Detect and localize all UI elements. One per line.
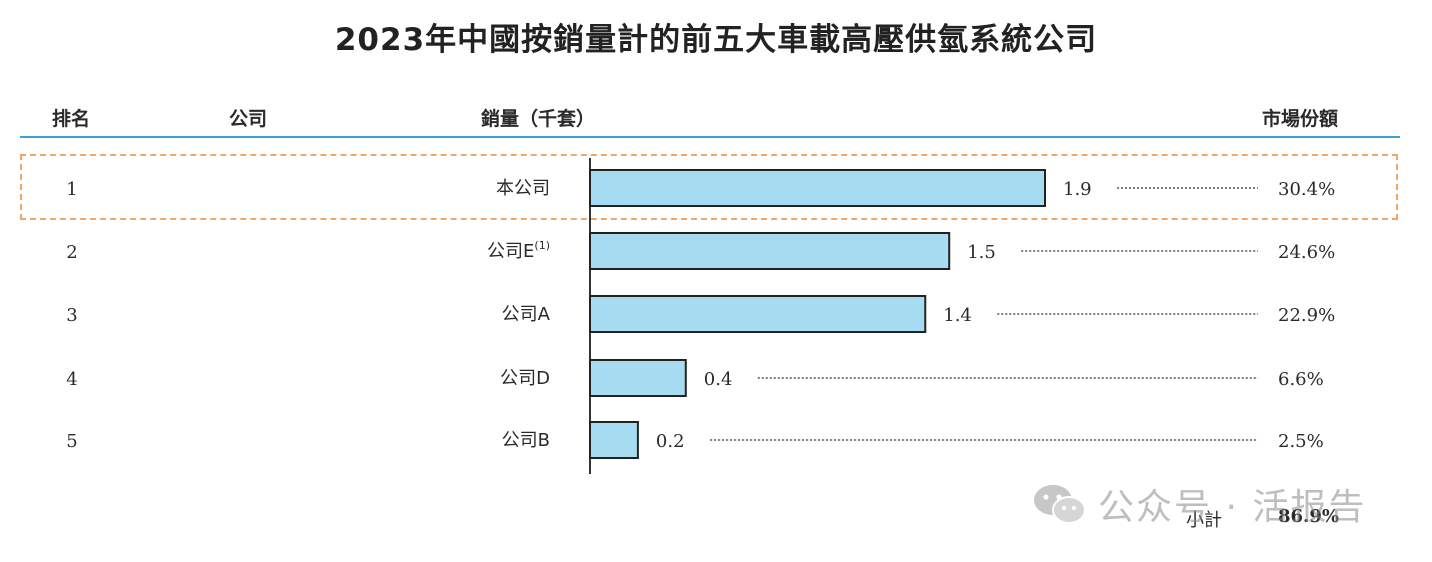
watermark-text: 公众号 · 活报告 (1098, 487, 1367, 528)
header-company: 公司 (229, 108, 268, 130)
rank-label: 5 (66, 431, 77, 452)
bar (589, 232, 951, 270)
rank-label: 2 (66, 242, 77, 263)
bar (589, 359, 687, 397)
company-label: 本公司 (496, 178, 550, 199)
subtotal-value: 86.9% (1278, 506, 1339, 527)
value-label: 1.4 (943, 305, 972, 326)
rank-label: 1 (66, 179, 77, 200)
watermark: 公众号 · 活报告 (1032, 478, 1366, 530)
highlight-box (20, 154, 1398, 220)
chart-title: 2023年中國按銷量計的前五大車載高壓供氫系統公司 (334, 22, 1098, 58)
company-label: 公司E(1) (487, 239, 550, 262)
value-label: 1.5 (967, 242, 996, 263)
bar (589, 421, 639, 459)
share-label: 22.9% (1278, 305, 1335, 326)
bar (589, 295, 927, 333)
header-rule (20, 136, 1400, 138)
bar (589, 169, 1046, 207)
share-label: 6.6% (1278, 369, 1324, 390)
wechat-icon (1034, 485, 1086, 524)
rank-label: 3 (66, 305, 77, 326)
value-label: 0.4 (704, 369, 733, 390)
subtotal-label: 小計 (1186, 510, 1222, 531)
company-label: 公司B (502, 430, 550, 451)
value-label: 0.2 (656, 431, 685, 452)
header-sales: 銷量（千套） (481, 108, 596, 130)
share-label: 24.6% (1278, 242, 1335, 263)
header-share: 市場份額 (1262, 108, 1339, 130)
share-label: 30.4% (1278, 179, 1335, 200)
header-rank: 排名 (52, 108, 91, 130)
value-label: 1.9 (1063, 179, 1092, 200)
share-label: 2.5% (1278, 431, 1324, 452)
rank-label: 4 (66, 369, 77, 390)
company-label: 公司D (500, 368, 550, 389)
company-label: 公司A (502, 304, 551, 325)
